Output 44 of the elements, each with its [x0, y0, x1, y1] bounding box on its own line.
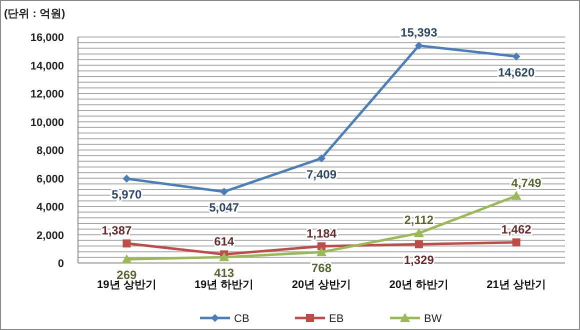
point — [122, 239, 131, 248]
data-label: 1,462 — [501, 222, 532, 236]
point — [219, 252, 230, 262]
point — [512, 52, 520, 60]
point — [414, 228, 424, 238]
x-tick-label: 19년 하반기 — [194, 279, 254, 291]
y-tick-label: 12,000 — [30, 88, 64, 100]
data-label: 15,393 — [400, 26, 438, 40]
legend-label: EB — [329, 313, 344, 325]
y-tick-label: 10,000 — [30, 116, 64, 129]
point — [512, 238, 520, 246]
point — [122, 174, 131, 183]
x-tick-label: 21년 상반기 — [486, 279, 546, 291]
y-tick-label: 8,000 — [36, 145, 64, 157]
y-tick-label: 0 — [58, 258, 64, 270]
x-tick-label: 19년 상반기 — [97, 279, 156, 291]
y-tick-label: 16,000 — [30, 32, 64, 44]
point — [511, 190, 522, 200]
point — [414, 240, 423, 248]
point — [316, 247, 326, 256]
data-label: 14,620 — [498, 65, 535, 80]
legend-label: CB — [234, 313, 250, 325]
y-tick-label: 4,000 — [36, 202, 64, 214]
y-tick-label: 6,000 — [36, 173, 64, 186]
data-label: 768 — [311, 261, 332, 276]
data-label: 5,047 — [209, 200, 240, 215]
point — [414, 42, 423, 50]
point — [122, 254, 132, 264]
data-label: 1,387 — [102, 223, 132, 238]
x-tick-label: 20년 상반기 — [292, 279, 352, 291]
data-label: 7,409 — [306, 167, 337, 182]
y-tick-label: 14,000 — [30, 60, 64, 72]
data-label: 4,749 — [511, 176, 542, 190]
point — [318, 154, 326, 162]
chart-subtitle: (단위 : 억원) — [4, 8, 66, 20]
x-tick-label: 20년 하반기 — [389, 279, 449, 291]
data-label: 614 — [214, 234, 234, 248]
data-label: 413 — [214, 266, 234, 280]
data-label: 5,970 — [112, 188, 142, 202]
data-label: 1,184 — [306, 226, 337, 240]
legend-label: BW — [424, 313, 442, 325]
y-tick-label: 2,000 — [36, 230, 64, 242]
data-label: 2,112 — [404, 213, 434, 228]
point — [220, 188, 228, 196]
